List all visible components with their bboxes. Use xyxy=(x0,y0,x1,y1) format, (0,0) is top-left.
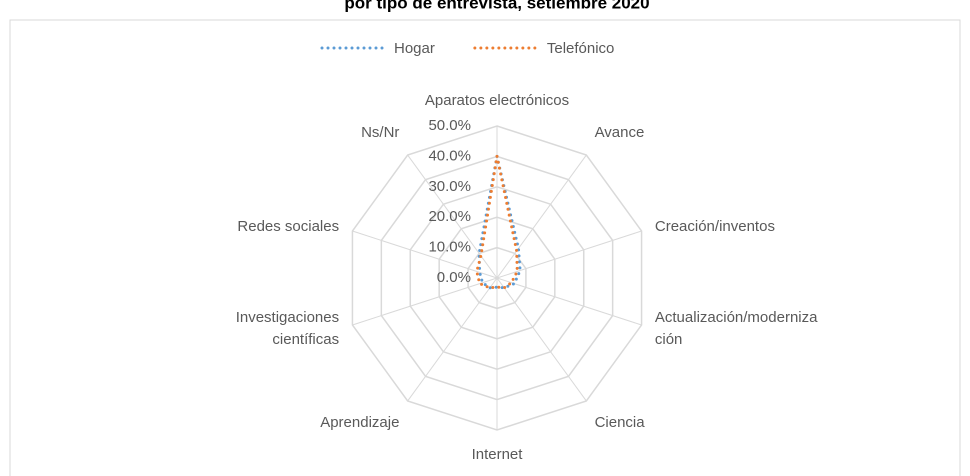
r-tick-label: 20.0% xyxy=(428,208,471,225)
spoke xyxy=(352,277,498,326)
category-label: Aparatos electrónicos xyxy=(424,92,570,109)
legend-label: Telefónico xyxy=(547,40,615,57)
category-label: Avance xyxy=(594,123,645,141)
r-tick-label: 50.0% xyxy=(428,117,471,134)
category-label: Redes sociales xyxy=(237,217,340,235)
category-label: Actualización/modernización xyxy=(654,309,818,349)
spoke xyxy=(496,277,587,402)
r-tick-label: 10.0% xyxy=(428,239,471,256)
spoke xyxy=(496,230,642,279)
r-tick-label: 30.0% xyxy=(428,178,471,195)
category-label: Ciencia xyxy=(594,414,645,432)
spoke xyxy=(407,154,498,279)
category-label: Creación/inventos xyxy=(654,217,775,235)
category-label: Aprendizaje xyxy=(320,414,400,432)
category-label: Investigaciones científicas xyxy=(235,309,340,349)
series-line xyxy=(477,156,522,290)
legend-label: Hogar xyxy=(394,40,435,57)
chart-title: por tipo de entrevista, setiembre 2020 xyxy=(344,0,649,12)
spoke xyxy=(496,154,587,279)
category-label: Ns/Nr xyxy=(361,123,400,141)
spoke xyxy=(407,277,498,402)
r-tick-label: 0.0% xyxy=(437,269,471,286)
r-tick-label: 40.0% xyxy=(428,147,471,164)
category-label: Internet xyxy=(471,446,523,463)
spoke xyxy=(496,277,642,326)
spoke xyxy=(352,230,498,279)
chart-border xyxy=(9,19,961,476)
